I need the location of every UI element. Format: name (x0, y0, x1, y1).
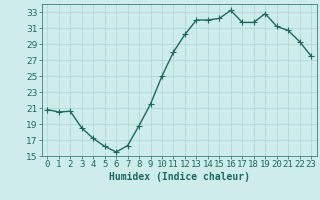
X-axis label: Humidex (Indice chaleur): Humidex (Indice chaleur) (109, 172, 250, 182)
